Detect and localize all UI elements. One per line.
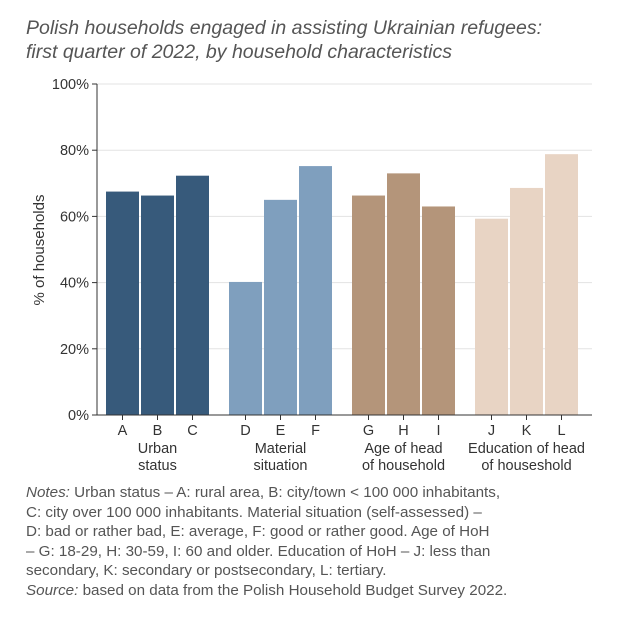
x-tick-label-k: K — [522, 423, 532, 439]
y-tick-label: 80% — [60, 143, 89, 159]
x-tick-label-e: E — [276, 423, 286, 439]
notes-line-4: – G: 18-29, H: 30-59, I: 60 and older. E… — [26, 542, 491, 560]
bar-c — [176, 175, 209, 415]
x-tick-label-j: J — [488, 423, 495, 439]
bar-l — [545, 154, 578, 415]
y-tick-labels: 0% 20% 40% 60% 80% 100% — [52, 77, 89, 424]
group-label-line: Urban — [138, 441, 178, 457]
y-tick-label: 60% — [60, 209, 89, 225]
x-tick-label-i: I — [436, 423, 440, 439]
notes-text-1: Urban status – A: rural area, B: city/to… — [69, 484, 501, 501]
group-label-line: Material — [255, 441, 307, 457]
group-label-line: situation — [253, 458, 307, 474]
notes-line-2: C: city over 100 000 inhabitants. Materi… — [26, 503, 482, 521]
group-label-line: Education of head — [468, 441, 585, 457]
notes-line-5: secondary, K: secondary or postsecondary… — [26, 562, 387, 580]
chart-title-line-2: first quarter of 2022, by household char… — [26, 41, 452, 63]
notes-label: Notes: — [26, 484, 70, 501]
y-tick-label: 20% — [60, 342, 89, 358]
axes — [92, 83, 592, 420]
bar-j — [475, 218, 508, 415]
x-tick-label-f: F — [311, 423, 320, 439]
x-tick-label-g: G — [363, 423, 374, 439]
bar-e — [264, 199, 297, 415]
y-tick-label: 0% — [68, 408, 89, 424]
bar-chart: 0% 20% 40% 60% 80% 100% A B C D E F G H I J K L Urbansta… — [31, 77, 592, 474]
y-tick-label: 100% — [52, 77, 89, 93]
y-tick-label: 40% — [60, 276, 89, 292]
group-label-line: of household — [362, 458, 445, 474]
x-tick-labels: A B C D E F G H I J K L — [118, 423, 566, 439]
x-tick-label-h: H — [398, 423, 408, 439]
bar-i — [422, 206, 455, 415]
notes-line-3: D: bad or rather bad, E: average, F: goo… — [26, 523, 490, 541]
bar-g — [352, 195, 385, 415]
x-tick-label-c: C — [187, 423, 197, 439]
bars — [106, 154, 578, 415]
bar-a — [106, 191, 139, 415]
chart-title: Polish households engaged in assisting U… — [26, 16, 626, 64]
source-text: based on data from the Polish Household … — [78, 581, 508, 599]
x-tick-label-b: B — [153, 423, 163, 439]
group-label-line: status — [138, 458, 177, 474]
x-tick-label-l: L — [557, 423, 565, 439]
x-tick-label-d: D — [240, 423, 250, 439]
x-tick-label-a: A — [118, 423, 128, 439]
bar-f — [299, 166, 332, 415]
notes: Notes: Urban status – A: rural area, B: … — [26, 483, 626, 601]
y-axis-label: % of households — [31, 195, 48, 306]
source-label: Source: — [26, 581, 79, 599]
source-line: Source: based on data from the Polish Ho… — [26, 581, 626, 601]
bar-h — [387, 173, 420, 415]
bar-k — [510, 187, 543, 415]
group-label-line: Age of head — [364, 441, 442, 457]
bar-d — [229, 281, 262, 415]
notes-line-1: Notes: Urban status – A: rural area, B: … — [26, 483, 626, 503]
chart-title-line-1: Polish households engaged in assisting U… — [26, 17, 542, 39]
bar-b — [141, 195, 174, 415]
group-label-line: of houseshold — [481, 458, 571, 474]
